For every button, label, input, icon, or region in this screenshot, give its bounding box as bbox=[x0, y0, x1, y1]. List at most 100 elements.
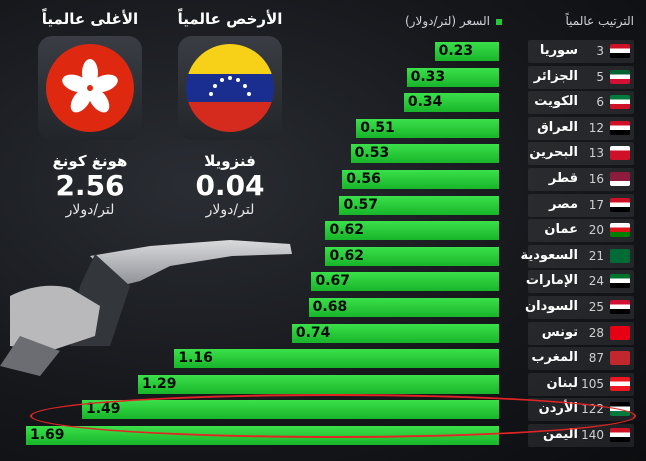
bar-value-label: 0.68 bbox=[312, 299, 348, 315]
country-label: قطر bbox=[548, 171, 578, 186]
cheapest-flag-box bbox=[178, 36, 282, 140]
row-background bbox=[528, 270, 634, 294]
flag-icon bbox=[610, 300, 630, 314]
row-background bbox=[528, 372, 634, 396]
bar-value-label: 0.33 bbox=[410, 68, 446, 85]
priciest-unit: لتر/دولار bbox=[65, 202, 115, 218]
row-background bbox=[528, 116, 634, 140]
flag-icon bbox=[610, 274, 630, 289]
flag-icon bbox=[610, 351, 630, 366]
legend-price: السعر (لتر/دولار) bbox=[405, 14, 503, 28]
bar-value-label: 1.29 bbox=[141, 375, 177, 392]
bar-value-label: 0.62 bbox=[329, 247, 365, 264]
venezuela-flag-icon bbox=[186, 44, 274, 132]
bar-value-label: 0.74 bbox=[295, 324, 331, 341]
priciest-price: 2.56 bbox=[55, 169, 125, 202]
country-label: البحرين bbox=[529, 145, 578, 161]
rank-label: 5 bbox=[596, 69, 604, 84]
bar: 0.51 bbox=[356, 118, 499, 138]
highlight-ellipse bbox=[30, 394, 636, 438]
bar: 0.62 bbox=[325, 221, 499, 241]
country-label: لبنان bbox=[546, 375, 578, 391]
bar: 0.23 bbox=[434, 42, 499, 61]
bar-value-label: 0.51 bbox=[360, 119, 395, 136]
flag-icon bbox=[610, 120, 630, 135]
row-background bbox=[528, 193, 634, 217]
rank-label: 24 bbox=[588, 274, 604, 289]
legend-swatch bbox=[496, 18, 503, 25]
bar-value-label: 0.34 bbox=[407, 94, 443, 111]
country-label: الكويت bbox=[534, 94, 578, 110]
row-background bbox=[528, 40, 634, 63]
flag-icon bbox=[610, 223, 630, 238]
flag-icon bbox=[610, 146, 630, 161]
rank-label: 12 bbox=[588, 120, 604, 135]
rank-label: 17 bbox=[588, 197, 604, 212]
bar: 0.57 bbox=[339, 195, 499, 215]
rank-label: 21 bbox=[588, 248, 604, 263]
rank-label: 3 bbox=[596, 44, 604, 58]
cheapest-card: الأرخص عالمياً فنزويلا 0.04 لتر/دولار bbox=[166, 10, 294, 218]
flag-icon bbox=[610, 172, 630, 186]
bar-value-label: 0.53 bbox=[354, 145, 390, 162]
rank-label: 20 bbox=[588, 223, 604, 238]
bar: 0.53 bbox=[350, 144, 499, 164]
row-background bbox=[528, 91, 634, 115]
cheapest-heading: الأرخص عالمياً bbox=[177, 10, 283, 28]
priciest-card: الأغلى عالمياً هونغ كونغ 2.56 لتر/دولار bbox=[26, 10, 154, 218]
flag-icon bbox=[610, 197, 630, 212]
row-background bbox=[528, 168, 634, 191]
bar-value-label: 1.69 bbox=[30, 427, 65, 443]
rank-label: 105 bbox=[581, 376, 604, 391]
flag-icon bbox=[610, 69, 630, 84]
rank-label: 16 bbox=[588, 172, 604, 186]
row-background bbox=[528, 219, 634, 243]
rank-label: 25 bbox=[588, 300, 604, 314]
flag-icon bbox=[610, 248, 630, 263]
bar: 0.74 bbox=[291, 323, 499, 343]
flag-icon bbox=[610, 325, 630, 340]
legend-price-label: السعر (لتر/دولار) bbox=[405, 14, 491, 28]
flag-icon bbox=[610, 95, 630, 110]
rank-label: 87 bbox=[588, 351, 604, 366]
bar-value-label: 1.16 bbox=[178, 350, 213, 367]
cheapest-price: 0.04 bbox=[195, 169, 265, 202]
country-label: السعودية bbox=[520, 247, 579, 263]
bar: 1.29 bbox=[137, 374, 499, 394]
priciest-heading: الأغلى عالمياً bbox=[41, 10, 139, 28]
bar: 0.56 bbox=[342, 170, 499, 189]
cheapest-unit: لتر/دولار bbox=[205, 202, 255, 218]
rank-label: 140 bbox=[581, 428, 604, 442]
row-background bbox=[528, 244, 634, 268]
country-label: العراق bbox=[537, 119, 578, 135]
bar: 0.33 bbox=[406, 67, 499, 87]
flag-icon bbox=[610, 44, 630, 58]
rank-label: 6 bbox=[596, 95, 604, 110]
country-label: عمان bbox=[544, 222, 578, 238]
row-background bbox=[528, 142, 634, 166]
bar: 0.68 bbox=[308, 298, 499, 317]
row-background bbox=[528, 321, 634, 345]
fuel-nozzle-illustration bbox=[0, 240, 292, 376]
country-label: الإمارات bbox=[525, 273, 578, 289]
bar: 0.34 bbox=[403, 93, 499, 113]
legend-rank: الترتيب عالمياً bbox=[565, 14, 634, 28]
country-label: السودان bbox=[525, 299, 578, 314]
row-background bbox=[528, 347, 634, 371]
country-label: تونس bbox=[541, 324, 578, 340]
priciest-country: هونغ كونغ bbox=[52, 152, 128, 170]
country-label: مصر bbox=[549, 196, 578, 212]
rank-label: 13 bbox=[588, 146, 604, 161]
bar-value-label: 0.23 bbox=[438, 43, 474, 59]
bar: 0.62 bbox=[325, 246, 499, 266]
priciest-flag-box bbox=[38, 36, 142, 140]
bar: 0.67 bbox=[311, 272, 499, 292]
bar-value-label: 0.62 bbox=[329, 222, 365, 239]
bar: 1.16 bbox=[174, 349, 499, 369]
row-background bbox=[528, 65, 634, 89]
country-label: سوريا bbox=[539, 43, 578, 58]
cheapest-country: فنزويلا bbox=[204, 152, 256, 170]
country-label: الجزائر bbox=[533, 68, 578, 84]
flag-icon bbox=[610, 376, 630, 391]
